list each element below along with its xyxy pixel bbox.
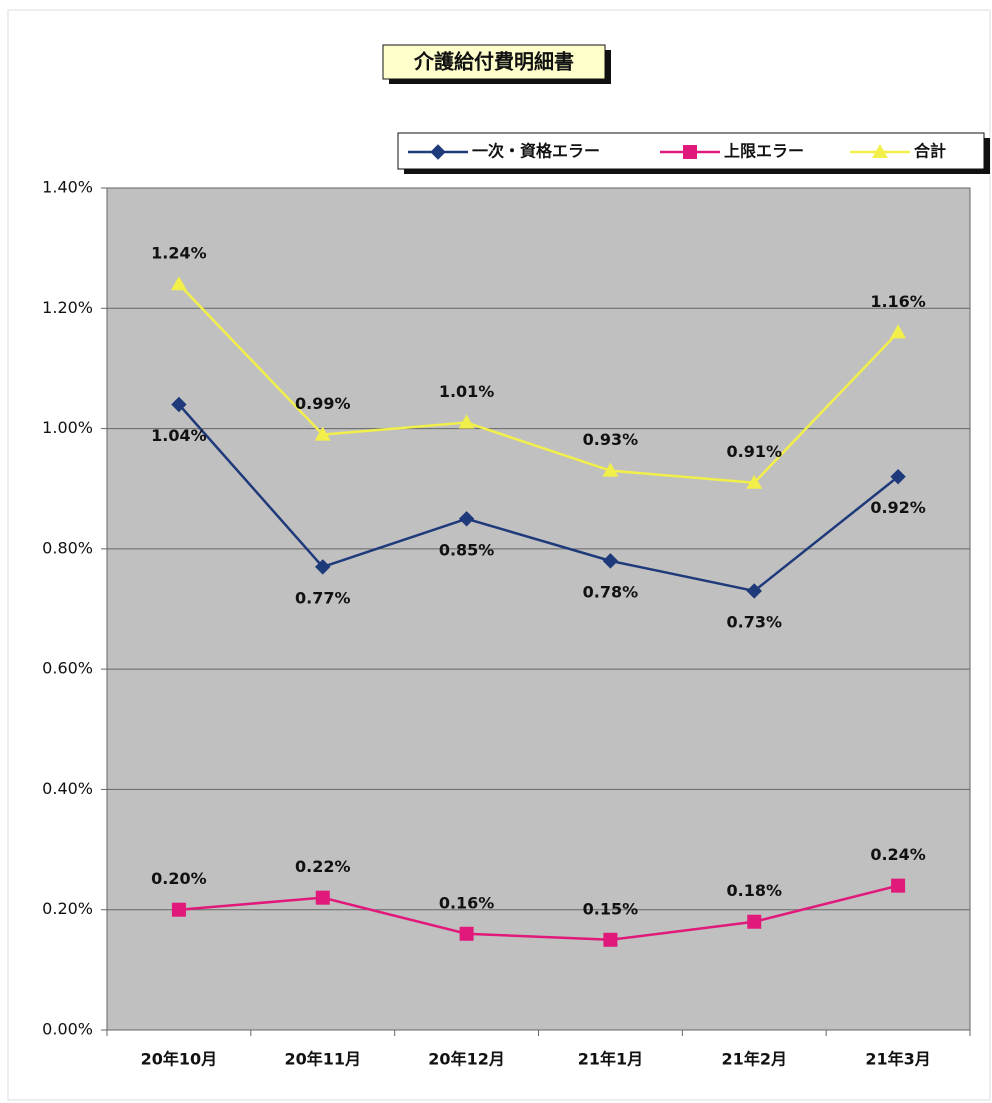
data-label: 0.20% xyxy=(151,869,207,888)
data-point xyxy=(891,878,906,893)
data-label: 0.77% xyxy=(295,588,351,607)
data-point xyxy=(746,474,763,489)
data-point xyxy=(602,462,619,477)
data-point xyxy=(746,583,762,599)
data-label: 0.78% xyxy=(583,582,639,601)
x-tick-label: 21年1月 xyxy=(578,1050,643,1069)
data-label: 0.73% xyxy=(726,612,782,631)
chart-title: 介護給付費明細書 xyxy=(413,50,574,74)
data-label: 0.18% xyxy=(726,881,782,900)
data-label: 0.16% xyxy=(439,893,495,912)
y-tick-label: 0.40% xyxy=(42,779,93,798)
legend-label: 一次・資格エラー xyxy=(472,142,600,161)
data-label: 1.04% xyxy=(151,426,207,445)
data-point xyxy=(602,553,619,569)
title-box xyxy=(382,44,606,80)
x-tick-label: 21年2月 xyxy=(722,1050,787,1069)
y-tick-label: 1.20% xyxy=(42,298,93,317)
y-tick-label: 1.00% xyxy=(42,418,93,437)
series-line xyxy=(177,403,899,593)
data-point xyxy=(171,396,187,413)
data-label: 0.99% xyxy=(295,394,351,413)
data-point xyxy=(170,276,187,291)
legend-marker xyxy=(430,144,446,160)
legend-label: 合計 xyxy=(914,142,946,161)
data-point xyxy=(890,324,907,339)
series-line xyxy=(178,283,899,484)
data-label: 0.85% xyxy=(439,540,495,559)
y-tick-label: 0.20% xyxy=(42,899,93,918)
series-line xyxy=(178,884,899,942)
data-point xyxy=(747,914,762,929)
data-point xyxy=(603,932,618,947)
data-label: 0.92% xyxy=(870,498,926,517)
data-point xyxy=(458,414,475,429)
data-label: 1.24% xyxy=(151,244,207,263)
x-tick-label: 20年11月 xyxy=(284,1050,361,1069)
data-label: 0.24% xyxy=(870,845,926,864)
legend-marker xyxy=(683,145,697,159)
data-point xyxy=(459,926,474,941)
data-point xyxy=(315,559,331,575)
data-label: 0.93% xyxy=(583,430,639,449)
legend-marker xyxy=(872,144,888,158)
data-label: 1.01% xyxy=(439,382,495,401)
data-label: 1.16% xyxy=(870,292,926,311)
data-point xyxy=(314,426,331,441)
legend-label: 上限エラー xyxy=(724,142,804,161)
data-point xyxy=(315,890,330,905)
y-tick-label: 1.40% xyxy=(42,178,93,197)
y-tick-label: 0.60% xyxy=(42,659,93,678)
data-label: 0.91% xyxy=(726,442,782,461)
x-tick-label: 20年12月 xyxy=(428,1050,505,1069)
data-point xyxy=(890,468,906,485)
y-tick-label: 0.80% xyxy=(42,538,93,557)
data-point xyxy=(458,511,475,527)
y-tick-label: 0.00% xyxy=(42,1020,93,1039)
data-point xyxy=(171,902,186,917)
data-label: 0.15% xyxy=(583,899,639,918)
x-tick-label: 20年10月 xyxy=(141,1050,218,1069)
x-tick-label: 21年3月 xyxy=(865,1050,930,1069)
data-label: 0.22% xyxy=(295,857,351,876)
